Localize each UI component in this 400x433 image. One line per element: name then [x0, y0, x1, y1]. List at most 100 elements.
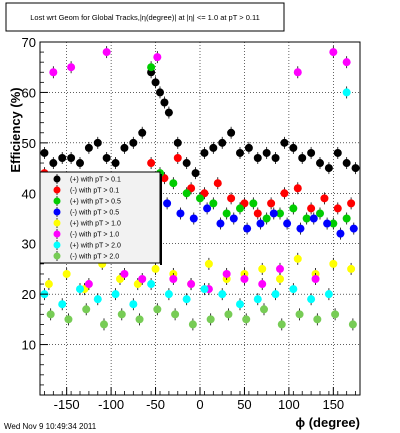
data-point: [129, 300, 138, 309]
data-point: [311, 275, 320, 284]
data-point: [169, 275, 178, 284]
data-point: [147, 280, 156, 289]
data-point: [323, 219, 332, 228]
data-point: [102, 153, 111, 162]
data-point: [316, 159, 324, 168]
legend-label: (+) with pT > 1.0: [70, 221, 121, 228]
x-tick-label: 100: [278, 397, 300, 412]
data-point: [329, 219, 338, 228]
data-point: [244, 143, 253, 152]
data-point: [222, 269, 231, 278]
legend-marker: [53, 219, 61, 227]
data-point: [280, 189, 289, 198]
legend-label: (-) with pT > 1.0: [70, 232, 119, 239]
data-point: [222, 209, 231, 218]
timestamp: Wed Nov 9 10:49:34 2011: [4, 422, 97, 431]
legend-shadow: [160, 174, 162, 265]
data-point: [209, 199, 218, 208]
data-point: [62, 269, 71, 278]
data-point: [147, 159, 156, 168]
data-point: [153, 305, 162, 314]
data-point: [342, 214, 351, 223]
data-point: [138, 128, 147, 137]
data-point: [267, 199, 276, 208]
data-point: [216, 219, 225, 228]
data-point: [102, 48, 111, 57]
data-point: [176, 209, 185, 218]
data-point: [67, 153, 76, 162]
data-point: [243, 224, 252, 233]
data-point: [120, 143, 129, 152]
data-point: [240, 275, 249, 284]
data-point: [213, 179, 222, 188]
data-point: [307, 295, 316, 304]
data-point: [271, 153, 280, 162]
legend-marker: [53, 230, 61, 238]
data-point: [76, 285, 84, 294]
data-point: [93, 295, 102, 304]
data-point: [349, 224, 358, 233]
y-tick-label: 10: [22, 338, 36, 353]
series-6: [49, 46, 351, 296]
data-point: [320, 194, 329, 203]
data-point: [164, 108, 173, 117]
data-point: [120, 269, 129, 278]
data-point: [280, 138, 289, 147]
data-point: [307, 148, 316, 157]
x-axis-title: ϕ (degree): [295, 415, 360, 430]
data-point: [296, 224, 305, 233]
legend-label: (+) with pT > 0.5: [70, 199, 121, 206]
data-point: [289, 285, 298, 294]
legend-marker: [53, 252, 61, 260]
data-point: [260, 305, 268, 314]
data-point: [196, 194, 204, 203]
data-point: [276, 275, 284, 284]
data-point: [117, 310, 126, 319]
data-point: [271, 290, 280, 299]
data-point: [203, 204, 212, 213]
y-tick-label: 30: [22, 237, 36, 252]
data-point: [269, 209, 278, 218]
data-point: [236, 148, 244, 157]
data-point: [249, 199, 258, 208]
data-point: [277, 320, 286, 329]
data-point: [209, 143, 218, 152]
data-point: [171, 310, 180, 319]
data-point: [147, 63, 156, 72]
legend-marker: [53, 186, 61, 194]
data-point: [258, 264, 267, 273]
data-point: [189, 214, 198, 223]
data-point: [236, 300, 244, 309]
data-point: [253, 209, 262, 218]
legend-box: [39, 171, 161, 264]
data-point: [40, 148, 49, 157]
data-point: [293, 254, 302, 263]
y-axis-title: Efficiency (%): [8, 87, 23, 172]
legend-marker: [53, 241, 61, 249]
data-point: [204, 259, 213, 268]
data-point: [111, 159, 120, 168]
data-point: [164, 290, 173, 299]
data-point: [206, 315, 215, 324]
data-point: [256, 219, 265, 228]
legend-label: (-) with pT > 2.0: [70, 254, 119, 261]
data-point: [135, 315, 144, 324]
data-point: [153, 53, 162, 62]
legend-label: (-) with pT > 0.5: [70, 210, 119, 217]
data-point: [342, 58, 351, 67]
y-tick-label: 40: [22, 186, 36, 201]
legend-label: (-) with pT > 0.1: [70, 188, 119, 195]
data-point: [313, 315, 322, 324]
data-point: [333, 148, 342, 157]
data-point: [156, 88, 164, 97]
data-point: [182, 295, 191, 304]
data-point: [309, 214, 318, 223]
data-point: [224, 310, 233, 319]
data-point: [169, 179, 178, 188]
data-point: [324, 164, 333, 173]
x-tick-label: 150: [322, 397, 344, 412]
data-point: [46, 310, 55, 319]
data-point: [151, 264, 160, 273]
data-point: [227, 194, 236, 203]
data-point: [229, 214, 238, 223]
